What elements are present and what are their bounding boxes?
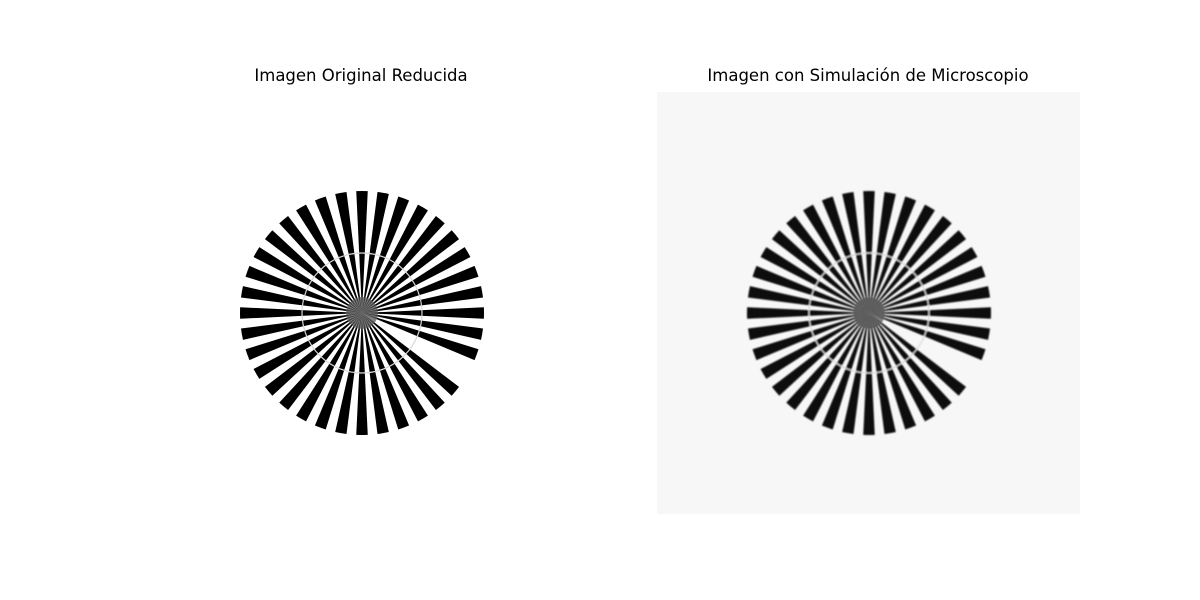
- star-spoke: [362, 230, 460, 313]
- siemens-star: [747, 191, 991, 435]
- star-spoke: [869, 265, 986, 313]
- star-spoke: [362, 313, 484, 340]
- star-spoke: [362, 247, 471, 313]
- star-spoke: [869, 215, 952, 313]
- star-spoke: [760, 313, 869, 379]
- star-spoke: [869, 313, 952, 411]
- star-spoke: [760, 247, 869, 313]
- star-spoke: [240, 307, 362, 319]
- star-spoke: [362, 191, 389, 313]
- star-spoke: [869, 204, 935, 313]
- star-spoke: [869, 313, 967, 396]
- star-spoke: [362, 196, 410, 313]
- microscope-simulation-panel: [657, 92, 1080, 514]
- star-spoke: [335, 313, 362, 435]
- star-spoke: [869, 313, 986, 361]
- star-spoke: [821, 196, 869, 313]
- star-spoke: [863, 313, 875, 435]
- star-spoke: [296, 313, 362, 422]
- star-spoke: [771, 313, 869, 396]
- star-spoke: [842, 191, 869, 313]
- star-spoke: [362, 313, 460, 396]
- star-spoke: [362, 204, 428, 313]
- star-spoke: [842, 313, 869, 435]
- right-panel-title: Imagen con Simulación de Microscopio: [707, 66, 1029, 85]
- original-siemens-star-image: [150, 92, 573, 514]
- star-spoke: [362, 313, 479, 361]
- star-spoke: [245, 313, 362, 361]
- star-spoke: [869, 196, 917, 313]
- star-spoke: [771, 230, 869, 313]
- star-spoke: [803, 204, 869, 313]
- star-spoke: [869, 307, 991, 319]
- star-spoke: [279, 313, 362, 411]
- star-spoke: [869, 286, 991, 313]
- inner-ring: [301, 252, 423, 374]
- star-spoke: [264, 313, 362, 396]
- star-spoke: [786, 215, 869, 313]
- star-spoke: [245, 265, 362, 313]
- star-spoke: [362, 307, 484, 319]
- star-spoke: [362, 313, 410, 430]
- star-spoke: [362, 313, 389, 435]
- star-spoke: [279, 215, 362, 313]
- star-spoke: [869, 191, 896, 313]
- inner-ring: [808, 252, 930, 374]
- star-spoke: [356, 313, 368, 435]
- star-spoke: [314, 313, 362, 430]
- star-spoke: [253, 313, 362, 379]
- star-spoke: [803, 313, 869, 422]
- star-spoke: [863, 191, 875, 313]
- star-spoke: [869, 313, 991, 340]
- star-spoke: [362, 313, 428, 422]
- star-spoke: [240, 313, 362, 340]
- star-spoke: [869, 313, 896, 435]
- star-spoke: [821, 313, 869, 430]
- star-spoke: [869, 247, 978, 313]
- star-spoke: [362, 286, 484, 313]
- star-spoke: [264, 230, 362, 313]
- star-center: [346, 297, 378, 329]
- left-panel-title: Imagen Original Reducida: [254, 66, 468, 85]
- star-spoke: [747, 307, 869, 319]
- star-spoke: [869, 313, 935, 422]
- star-spoke: [869, 230, 967, 313]
- microscope-siemens-star-image: [657, 92, 1080, 514]
- siemens-star: [240, 191, 484, 435]
- original-image-panel: [150, 92, 573, 514]
- star-spoke: [362, 313, 445, 411]
- star-spoke: [314, 196, 362, 313]
- star-spoke: [752, 313, 869, 361]
- star-spoke: [335, 191, 362, 313]
- star-spoke: [253, 247, 362, 313]
- star-spoke: [786, 313, 869, 411]
- star-center: [853, 297, 885, 329]
- star-spoke: [362, 215, 445, 313]
- star-spoke: [296, 204, 362, 313]
- star-spoke: [747, 286, 869, 313]
- star-spoke: [356, 191, 368, 313]
- star-spoke: [747, 313, 869, 340]
- star-spoke: [752, 265, 869, 313]
- star-spoke: [362, 265, 479, 313]
- star-spoke: [240, 286, 362, 313]
- star-spoke: [869, 313, 917, 430]
